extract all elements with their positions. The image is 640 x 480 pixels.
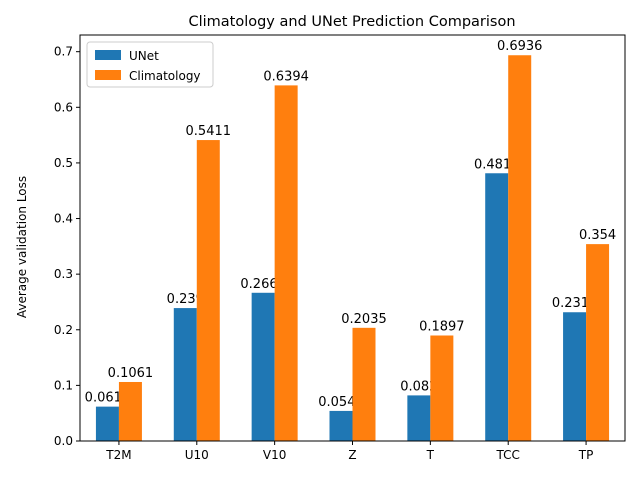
y-axis-label: Average validation Loss bbox=[15, 176, 29, 318]
legend-swatch-unet bbox=[95, 50, 121, 60]
y-tick-label: 0.1 bbox=[54, 378, 73, 392]
y-tick-label: 0.0 bbox=[54, 434, 73, 448]
x-tick-label-t2m: T2M bbox=[105, 448, 131, 462]
bar-climatology-t2m bbox=[118, 381, 142, 441]
x-tick-label-tp: TP bbox=[578, 448, 594, 462]
legend-swatch-climatology bbox=[95, 70, 121, 80]
bar-climatology-t bbox=[430, 335, 454, 441]
data-label-climatology-u10: 0.5411 bbox=[186, 124, 232, 139]
bar-unet-t2m bbox=[95, 406, 119, 441]
bar-climatology-u10 bbox=[196, 140, 220, 441]
x-tick-label-v10: V10 bbox=[263, 448, 286, 462]
data-label-unet-u10: 0.239 bbox=[167, 292, 204, 307]
legend-label-climatology: Climatology bbox=[129, 69, 201, 83]
bar-climatology-v10 bbox=[274, 85, 298, 442]
bar-unet-t bbox=[407, 395, 431, 441]
y-tick-label: 0.3 bbox=[54, 267, 73, 281]
data-label-climatology-v10: 0.6394 bbox=[263, 69, 309, 84]
bar-unet-u10 bbox=[173, 308, 197, 441]
bar-unet-tcc bbox=[485, 173, 509, 442]
data-label-unet-t: 0.082 bbox=[400, 379, 437, 394]
x-tick-label-z: Z bbox=[348, 448, 356, 462]
plot-area: 0.0618 0.239 0.2665 0.0541 0.082 0.4814 0.2315… bbox=[54, 34, 626, 462]
y-tick-label: 0.7 bbox=[54, 45, 73, 59]
data-label-climatology-tp: 0.354 bbox=[579, 228, 616, 243]
data-label-climatology-z: 0.2035 bbox=[341, 312, 387, 327]
bar-unet-tp bbox=[563, 312, 587, 441]
bar-climatology-tp bbox=[586, 244, 610, 441]
y-tick-label: 0.4 bbox=[54, 212, 73, 226]
x-tick-label-t: T bbox=[426, 448, 435, 462]
data-label-unet-tp: 0.2315 bbox=[552, 296, 598, 311]
x-tick-label-tcc: TCC bbox=[496, 448, 520, 462]
bar-unet-v10 bbox=[251, 292, 275, 441]
data-label-unet-v10: 0.2665 bbox=[240, 277, 286, 292]
chart-title: Climatology and UNet Prediction Comparis… bbox=[188, 14, 515, 30]
data-label-unet-tcc: 0.4814 bbox=[474, 157, 520, 172]
y-tick-label: 0.2 bbox=[54, 323, 73, 337]
legend-label-unet: UNet bbox=[129, 49, 159, 63]
y-tick-label: 0.6 bbox=[54, 100, 73, 114]
bar-climatology-z bbox=[352, 327, 376, 441]
data-label-unet-t2m: 0.0618 bbox=[85, 391, 131, 406]
data-label-climatology-t: 0.1897 bbox=[419, 319, 465, 334]
bar-climatology-tcc bbox=[508, 55, 532, 441]
data-label-climatology-t2m: 0.1061 bbox=[108, 366, 154, 381]
y-tick-label: 0.5 bbox=[54, 156, 73, 170]
bar-unet-z bbox=[329, 410, 353, 441]
data-label-climatology-tcc: 0.6936 bbox=[497, 39, 543, 54]
x-tick-label-u10: U10 bbox=[185, 448, 209, 462]
data-label-unet-z: 0.0541 bbox=[318, 395, 364, 410]
